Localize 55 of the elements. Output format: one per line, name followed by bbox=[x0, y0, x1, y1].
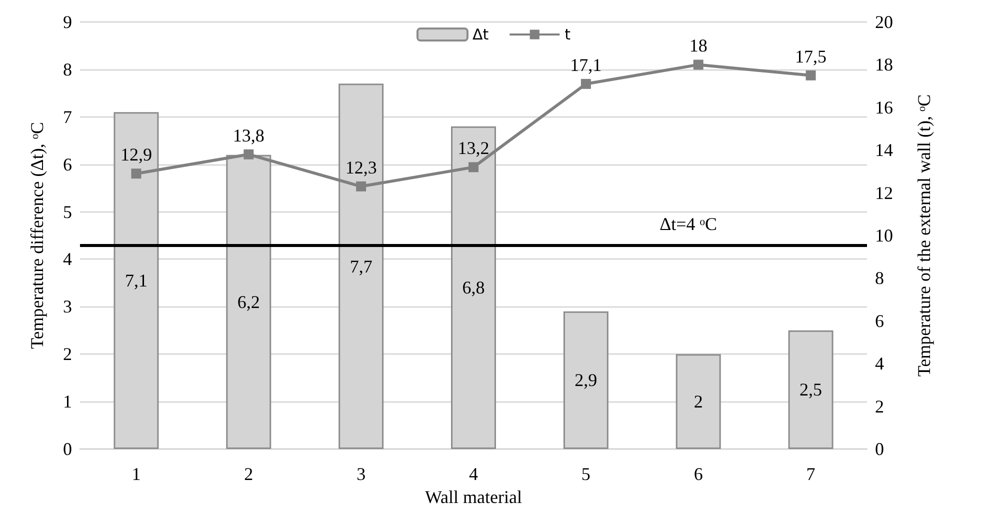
y2-tick-label: 16 bbox=[875, 97, 893, 118]
y-tick-label: 5 bbox=[63, 202, 72, 222]
data-label: 12,3 bbox=[345, 157, 377, 178]
point bbox=[580, 78, 591, 89]
data-label: 13,2 bbox=[458, 138, 490, 158]
y2-axis-title: Temperature of the external wall (t), ᵒC bbox=[914, 94, 934, 377]
y-tick-label: 8 bbox=[63, 59, 72, 80]
x-tick-label: 5 bbox=[581, 464, 590, 484]
data-label: 6,2 bbox=[237, 292, 260, 312]
x-tick-label: 1 bbox=[132, 464, 141, 484]
data-label: 18 bbox=[689, 36, 708, 56]
y-tick-label: 0 bbox=[63, 439, 72, 459]
ref-line-label: Δt=4 ᵒC bbox=[660, 214, 717, 234]
legend-label: t bbox=[564, 26, 571, 44]
y2-tick-label: 14 bbox=[875, 140, 893, 160]
y2-tick-label: 2 bbox=[875, 396, 884, 416]
y-tick-label: 6 bbox=[63, 154, 72, 174]
y-tick-label: 2 bbox=[63, 344, 72, 364]
y-tick-label: 9 bbox=[63, 12, 72, 32]
data-label: 12,9 bbox=[120, 144, 152, 165]
data-label: 7,7 bbox=[350, 256, 372, 276]
point bbox=[356, 181, 366, 192]
x-tick-label: 4 bbox=[469, 464, 478, 484]
point bbox=[131, 168, 142, 179]
data-label: 17,1 bbox=[570, 54, 602, 75]
point bbox=[806, 70, 816, 80]
x-tick-label: 7 bbox=[806, 464, 816, 484]
y2-tick-label: 10 bbox=[875, 226, 893, 246]
y-tick-label: 3 bbox=[63, 296, 72, 317]
data-label: 2 bbox=[694, 392, 703, 412]
data-label: 2,9 bbox=[574, 370, 598, 390]
y2-tick-label: 4 bbox=[875, 354, 884, 374]
y2-tick-label: 0 bbox=[875, 439, 884, 459]
x-axis-title: Wall material bbox=[424, 486, 522, 507]
y-axis-title: Temperature difference (Δt), ᵒC bbox=[27, 122, 47, 350]
point bbox=[244, 149, 254, 160]
data-label: 17,5 bbox=[795, 46, 827, 66]
data-label: 6,8 bbox=[462, 278, 485, 298]
point bbox=[468, 162, 478, 172]
data-label: 13,8 bbox=[232, 125, 264, 146]
x-tick-label: 3 bbox=[356, 464, 366, 484]
point bbox=[693, 60, 704, 70]
data-label: 7,1 bbox=[124, 270, 148, 291]
y-tick-label: 7 bbox=[63, 106, 72, 127]
y2-tick-label: 20 bbox=[875, 12, 893, 32]
data-label: 2,5 bbox=[800, 380, 822, 400]
x-tick-label: 2 bbox=[244, 464, 254, 484]
y2-tick-label: 18 bbox=[875, 54, 893, 75]
y2-tick-label: 12 bbox=[875, 182, 893, 203]
y2-tick-label: 8 bbox=[875, 268, 884, 288]
x-tick-label: 6 bbox=[694, 464, 703, 484]
y-tick-label: 4 bbox=[63, 249, 72, 270]
y2-tick-label: 6 bbox=[875, 310, 884, 331]
y-tick-label: 1 bbox=[63, 392, 72, 412]
legend-label: Δt bbox=[472, 26, 489, 44]
